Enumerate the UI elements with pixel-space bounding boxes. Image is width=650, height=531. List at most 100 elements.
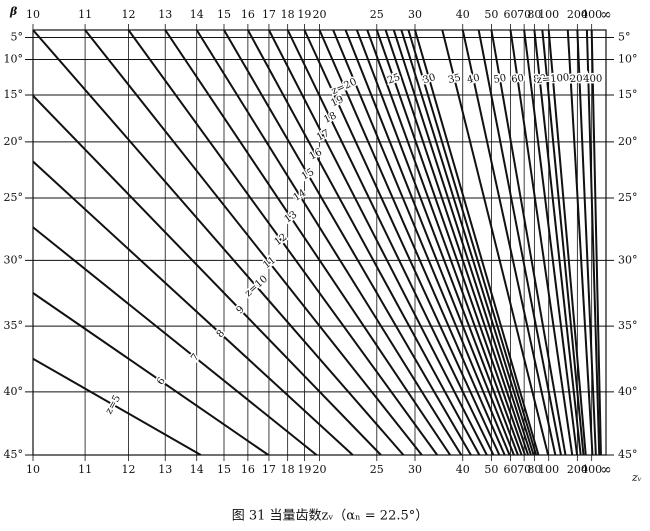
z-line (33, 291, 269, 455)
x-tick-label: 18 (281, 463, 295, 476)
x-tick-label: 60 (504, 8, 518, 21)
z-line (590, 30, 602, 455)
line-label: 400 (583, 74, 602, 85)
x-tick-label: 70 (517, 8, 531, 21)
y-tick-label: 40° (618, 385, 638, 398)
x-tick-label: ∞ (600, 7, 612, 23)
line-label: 80 (533, 73, 547, 85)
x-tick-label: 17 (262, 8, 276, 21)
x-tick-label: 18 (281, 8, 295, 21)
x-tick-label: 100 (538, 8, 559, 21)
x-tick-label: 16 (241, 463, 255, 476)
x-tick-label: 12 (122, 8, 136, 21)
y-tick-label: 40° (4, 385, 24, 398)
x-tick-label: 10 (26, 463, 40, 476)
z-line (547, 30, 587, 455)
x-tick-label: 17 (262, 463, 276, 476)
z-line (509, 30, 574, 455)
z-line (164, 30, 451, 455)
x-tick-label: 30 (408, 463, 422, 476)
x-tick-label: 14 (190, 463, 204, 476)
caption: 图 31 当量齿数zᵥ（αₙ = 22.5°） (232, 509, 429, 524)
z-line (375, 30, 526, 455)
y-tick-label: 35° (618, 319, 638, 332)
x-tick-label: 80 (527, 8, 541, 21)
z-line (366, 30, 523, 455)
line-label: z=100 (536, 72, 570, 86)
y-tick-label: 25° (618, 191, 638, 204)
x-tick-label: 100 (538, 463, 559, 476)
x-tick-label: 13 (158, 463, 172, 476)
line-label: 17 (315, 128, 331, 144)
line-label: 35 (447, 72, 462, 86)
x-tick-label: 40 (456, 463, 470, 476)
line-label: 18 (322, 110, 338, 125)
z-line (223, 30, 472, 455)
y-tick-label: 30° (4, 253, 24, 266)
z-line (384, 30, 530, 455)
z-line (576, 30, 597, 455)
line-label: 50 (493, 73, 507, 86)
z-line (400, 30, 535, 455)
x-tick-label: 80 (527, 463, 541, 476)
plot-area (33, 30, 602, 455)
x-tick-label: 20 (313, 463, 327, 476)
y-axis-label: β (9, 5, 18, 18)
z-line (33, 357, 202, 455)
y-tick-label: 20° (618, 135, 638, 148)
z-line (407, 30, 538, 455)
y-tick-label: 45° (618, 448, 638, 461)
y-tick-label: 5° (618, 30, 631, 43)
z-line (84, 30, 423, 455)
line-label: z=5 (104, 393, 124, 416)
x-tick-label: 25 (370, 8, 384, 21)
y-tick-label: 20° (4, 135, 24, 148)
x-tick-label: 400 (581, 463, 602, 476)
line-label: 15 (300, 167, 317, 183)
z-line (533, 30, 582, 455)
x-tick-label: 15 (217, 8, 231, 21)
line-label: 13 (283, 209, 300, 225)
line-label: 19 (329, 94, 345, 109)
z-line (541, 30, 585, 455)
z-line (33, 30, 405, 455)
z-line (566, 30, 594, 455)
x-tick-label: 200 (567, 463, 588, 476)
z-line (33, 225, 318, 455)
y-tick-label: 10° (618, 53, 638, 66)
z-line (286, 30, 495, 455)
line-label: z=10 (243, 274, 270, 300)
x-tick-label: 25 (370, 463, 384, 476)
y-tick-label: 45° (4, 448, 24, 461)
x-tick-label: 50 (484, 8, 498, 21)
z-line (441, 30, 550, 455)
z-line (414, 30, 540, 455)
y-tick-label: 25° (4, 191, 24, 204)
x-tick-label: 16 (241, 8, 255, 21)
line-label: z=20 (330, 77, 359, 98)
x-tick-label: 15 (217, 463, 231, 476)
line-label: 40 (466, 73, 481, 86)
z-line (490, 30, 567, 455)
z-line (523, 30, 579, 455)
x-tick-label: 19 (297, 463, 311, 476)
x-tick-label: 12 (122, 463, 136, 476)
z-line (318, 30, 506, 455)
y-tick-label: 30° (618, 253, 638, 266)
line-label: 30 (422, 72, 437, 86)
line-label: 12 (273, 232, 290, 248)
line-label: 60 (511, 73, 525, 86)
x-tick-label: 50 (484, 463, 498, 476)
z-line (477, 30, 562, 455)
x-axis-label: zᵥ (631, 471, 642, 484)
y-tick-label: 10° (4, 53, 24, 66)
z-line (332, 30, 511, 455)
x-tick-label: 70 (517, 463, 531, 476)
x-tick-label: 11 (78, 8, 92, 21)
line-label: 14 (292, 188, 309, 204)
x-tick-label: 20 (313, 8, 327, 21)
y-tick-label: 35° (4, 319, 24, 332)
z-line (127, 30, 438, 455)
x-tick-label: 200 (567, 8, 588, 21)
